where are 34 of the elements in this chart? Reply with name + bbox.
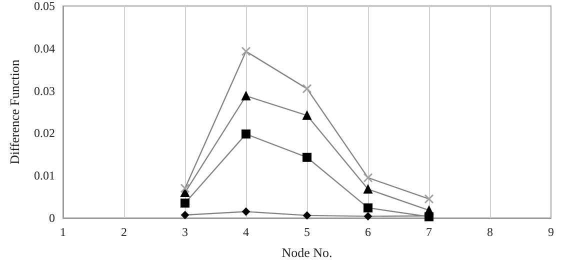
x-tick-label: 8 [487, 225, 493, 239]
y-tick-label: 0 [49, 211, 55, 225]
y-tick-label: 0.04 [34, 41, 55, 56]
point [241, 46, 251, 56]
point [181, 211, 189, 220]
x-tick-label: 4 [243, 225, 249, 239]
x-tick-label: 7 [426, 225, 432, 239]
x-tick-label: 6 [365, 225, 371, 239]
x-tick-label: 2 [121, 225, 127, 239]
point [363, 172, 373, 182]
y-tick-label: 0.02 [34, 126, 55, 140]
y-axis-title: Difference Function [7, 59, 22, 164]
point [424, 194, 434, 204]
point [302, 110, 312, 120]
y-tick-label: 0.01 [34, 168, 55, 183]
y-tick-label: 0.05 [34, 0, 55, 13]
x-tick-label: 3 [182, 225, 188, 239]
point [242, 91, 250, 100]
point [424, 206, 434, 215]
point [242, 130, 250, 139]
point [302, 84, 312, 94]
x-axis-title: Node No. [282, 245, 332, 260]
x-tick-label: 9 [548, 225, 554, 239]
y-tick-label: 0.03 [34, 84, 55, 98]
x-tick-label: 1 [60, 225, 66, 239]
point [302, 152, 312, 162]
point [364, 203, 372, 212]
point [364, 212, 372, 220]
point [364, 184, 372, 194]
point [180, 198, 190, 208]
point [303, 211, 311, 220]
point [242, 208, 250, 216]
point [180, 184, 190, 194]
x-tick-label: 5 [304, 225, 310, 239]
